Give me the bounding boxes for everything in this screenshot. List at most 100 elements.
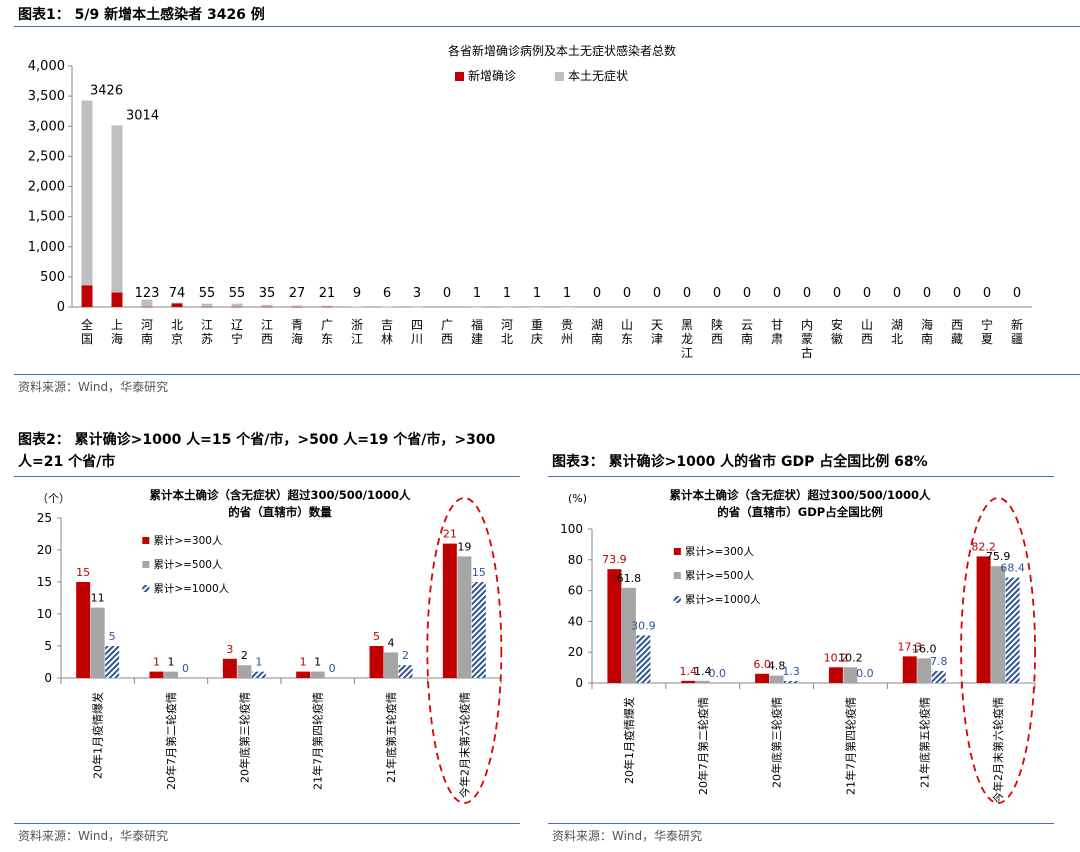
figure-3-bottom-rule	[548, 823, 1054, 824]
category-label-char: 夏	[981, 332, 993, 346]
category-label-char: 龙	[681, 332, 693, 346]
category-label-char: 南	[741, 331, 753, 346]
total-label: 0	[803, 286, 811, 301]
category-label-char: 海	[921, 317, 933, 332]
bar-asymptomatic	[381, 306, 393, 308]
total-label: 3014	[126, 108, 159, 123]
category-label-char: 青	[291, 318, 303, 332]
category-label-char: 天	[651, 318, 663, 332]
category-label: 21年7月第四轮疫情	[311, 692, 325, 790]
category-label-char: 山	[861, 318, 873, 332]
data-label: 1	[255, 656, 262, 669]
category-label-char: 吉	[381, 318, 393, 332]
total-label: 0	[833, 286, 841, 301]
bar-asymptomatic	[141, 299, 153, 307]
bar-asymptomatic	[351, 306, 363, 308]
total-label: 0	[863, 286, 871, 301]
data-label: 5	[373, 630, 380, 643]
bar-300	[828, 667, 843, 683]
legend-label-1: 本土无症状	[568, 68, 628, 83]
data-label: 0	[329, 662, 336, 675]
bar-300	[681, 680, 696, 683]
category-label-char: 河	[501, 318, 513, 332]
y-unit-label: （个）	[37, 492, 70, 505]
bar-300	[222, 658, 237, 678]
category-label-char: 北	[501, 332, 513, 346]
legend-swatch-0	[142, 537, 150, 544]
total-label: 0	[713, 286, 721, 301]
data-label: 0.0	[709, 667, 727, 680]
bar-asymptomatic	[261, 304, 273, 307]
legend-label-2: 累计>=1000人	[685, 593, 761, 606]
y-tick-label: 15	[37, 575, 52, 589]
total-label: 9	[353, 286, 361, 301]
y-tick-label: 1,500	[28, 210, 65, 225]
category-label-char: 津	[651, 332, 663, 346]
data-label: 61.8	[617, 572, 642, 585]
data-label: 4.8	[768, 660, 786, 673]
category-label-char: 东	[621, 332, 633, 346]
category-label-char: 辽	[231, 318, 243, 332]
figure-1-top-rule	[14, 26, 1080, 27]
bar-asymptomatic	[231, 303, 243, 307]
total-label: 1	[503, 286, 511, 301]
total-label: 0	[923, 286, 931, 301]
category-label-char: 全	[81, 317, 93, 332]
figure-1-source: 资料来源：Wind，华泰研究	[18, 380, 169, 394]
category-label-char: 西	[441, 332, 453, 346]
data-label: 2	[241, 649, 248, 662]
bar-asymptomatic	[471, 306, 483, 308]
data-label: 10.2	[838, 651, 863, 664]
category-label-char: 四	[411, 318, 423, 332]
category-label-char: 北	[891, 332, 903, 346]
category-label-char: 蒙	[801, 332, 813, 346]
category-label-char: 新	[1011, 317, 1023, 332]
figure-2-title-line1: 图表2： 累计确诊>1000 人=15 个省/市，>500 人=19 个省/市，…	[18, 432, 496, 448]
bar-asymptomatic	[81, 100, 93, 286]
bar-1000	[251, 671, 266, 678]
bar-300	[976, 556, 991, 683]
bar-confirmed	[321, 306, 333, 308]
y-tick-label: 25	[37, 511, 52, 525]
data-label: 0.0	[856, 667, 874, 680]
data-label: 1	[300, 656, 307, 669]
data-label: 75.9	[986, 550, 1011, 563]
data-label: 0	[182, 662, 189, 675]
category-label-char: 广	[441, 318, 453, 332]
category-label-char: 福	[471, 317, 483, 332]
bar-1000	[1005, 577, 1020, 683]
bar-confirmed	[291, 306, 303, 308]
category-label-char: 西	[861, 332, 873, 346]
total-label: 3	[413, 286, 421, 301]
bar-1000	[105, 646, 120, 678]
legend-swatch-0	[455, 72, 464, 81]
y-tick-label: 5	[44, 639, 52, 653]
category-label-char: 安	[831, 317, 843, 332]
data-label: 11	[91, 592, 105, 605]
category-label-char: 庆	[531, 332, 543, 346]
y-tick-label: 4,000	[28, 59, 65, 74]
bar-asymptomatic	[291, 305, 303, 307]
bar-500	[457, 556, 472, 678]
figure-3-source: 资料来源：Wind，华泰研究	[552, 829, 703, 843]
y-tick-label: 2,000	[28, 180, 65, 195]
category-label-char: 州	[561, 332, 573, 346]
category-label: 20年底第三轮疫情	[770, 697, 784, 788]
category-label-char: 浙	[351, 318, 363, 332]
figure-3-title: 图表3： 累计确诊>1000 人的省市 GDP 占全国比例 68%	[552, 454, 928, 470]
data-label: 3	[226, 643, 233, 656]
bar-500	[237, 665, 252, 678]
legend-swatch-2	[142, 585, 150, 592]
category-label-char: 湖	[891, 317, 903, 332]
category-label-char: 藏	[951, 332, 963, 346]
data-label: 1.3	[782, 665, 800, 678]
category-label: 20年底第三轮疫情	[237, 692, 251, 783]
total-label: 0	[1013, 286, 1021, 301]
total-label: 1	[533, 286, 541, 301]
bar-500	[769, 675, 784, 683]
bar-confirmed	[261, 306, 273, 308]
bar-1000	[784, 680, 799, 683]
bar-500	[695, 680, 710, 683]
category-label-char: 云	[741, 318, 753, 332]
